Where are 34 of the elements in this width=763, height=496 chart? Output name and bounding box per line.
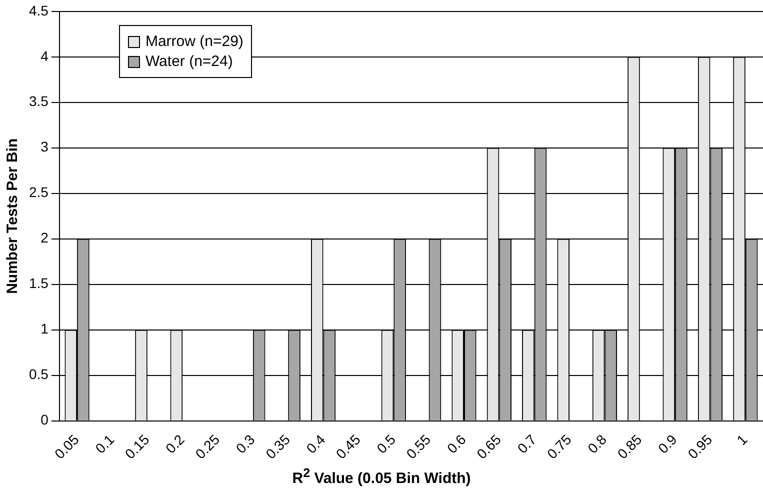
- y-tick-label: 0.5: [28, 366, 49, 382]
- y-tick-label: 0: [40, 412, 49, 428]
- y-tick-label: 3: [40, 138, 49, 155]
- y-axis-title: Number Tests Per Bin: [4, 138, 22, 294]
- x-tick-label: 0.45: [332, 431, 364, 462]
- x-tick-label: 0.35: [262, 431, 294, 462]
- x-tick-label: 1: [733, 431, 750, 448]
- y-tick-label: 3.5: [28, 93, 49, 110]
- y-tick-label: 1: [40, 320, 49, 337]
- x-tick-label: 0.55: [403, 431, 434, 462]
- x-tick-label: 0.1: [92, 431, 118, 456]
- y-tick-label: 2: [40, 230, 49, 246]
- legend-label: Marrow (n=29): [145, 33, 244, 50]
- x-tick-label: 0.2: [162, 431, 188, 456]
- x-axis-title: R$^{2}$ Value (0.05 Bin Width): [291, 466, 472, 487]
- y-tick-label: 1.5: [28, 275, 49, 292]
- y-tick-label: 4: [40, 48, 49, 64]
- x-tick-label: 0.6: [444, 431, 469, 456]
- legend-label: Water (n=24): [145, 53, 233, 70]
- x-tick-label: 0.25: [192, 431, 223, 462]
- x-tick-label: 0.15: [122, 431, 152, 462]
- y-tick-label: 2.5: [28, 184, 49, 200]
- x-tick-label: 0.5: [373, 431, 399, 456]
- x-tick-label: 0.8: [584, 431, 610, 456]
- x-tick-label: 0.85: [614, 431, 645, 462]
- x-tick-label: 0.9: [654, 431, 680, 456]
- x-tick-label: 0.4: [303, 431, 328, 456]
- x-tick-label: 0.3: [232, 431, 258, 456]
- x-tick-label: 0.7: [514, 431, 540, 456]
- x-tick-label: 0.05: [51, 431, 82, 462]
- y-tick-label: 4.5: [28, 2, 49, 18]
- x-tick-label: 0.65: [473, 431, 504, 462]
- x-tick-label: 0.75: [544, 431, 575, 462]
- x-tick-label: 0.95: [684, 431, 716, 462]
